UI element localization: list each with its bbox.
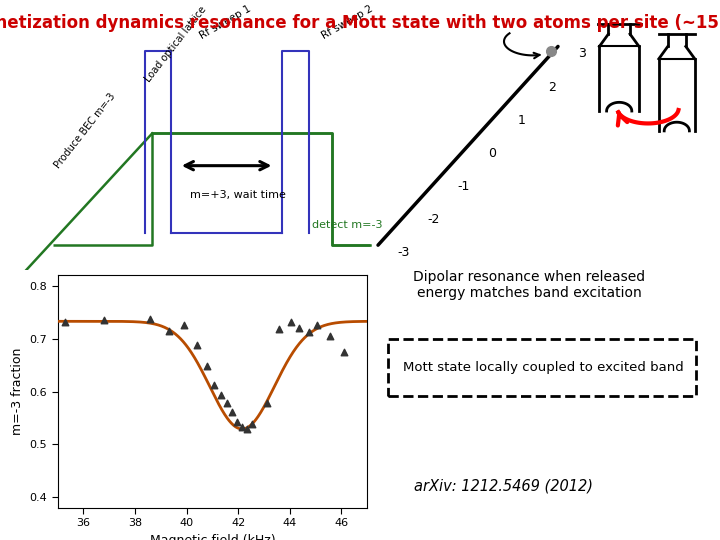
Point <box>231 417 243 426</box>
Point <box>179 321 190 329</box>
Point <box>208 381 220 389</box>
Text: Rf sweep 2: Rf sweep 2 <box>320 4 375 42</box>
Point <box>338 348 350 357</box>
Point <box>247 420 258 429</box>
Text: -1: -1 <box>458 180 470 193</box>
Text: Magnetization dynamics resonance for a Mott state with two atoms per site (~15 m: Magnetization dynamics resonance for a M… <box>0 14 720 31</box>
Text: Dipolar resonance when released
energy matches band excitation: Dipolar resonance when released energy m… <box>413 270 645 300</box>
Text: Mott state locally coupled to excited band: Mott state locally coupled to excited ba… <box>403 361 684 374</box>
Point <box>145 314 156 323</box>
Point <box>261 399 272 407</box>
Point <box>221 399 233 407</box>
Text: 0: 0 <box>488 147 496 160</box>
Point <box>236 422 248 431</box>
Point <box>216 391 228 400</box>
Text: arXiv: 1212.5469 (2012): arXiv: 1212.5469 (2012) <box>415 478 593 494</box>
Point <box>192 341 203 349</box>
Text: 3: 3 <box>577 48 585 60</box>
Text: 1: 1 <box>518 113 526 127</box>
Text: detect m=-3: detect m=-3 <box>312 220 383 230</box>
Text: 2: 2 <box>548 80 556 93</box>
Point <box>226 407 238 416</box>
Point <box>324 331 336 340</box>
Point <box>274 325 285 334</box>
Y-axis label: m=-3 fraction: m=-3 fraction <box>11 348 24 435</box>
Text: Produce BEC m=-3: Produce BEC m=-3 <box>53 92 118 171</box>
Point <box>303 328 315 337</box>
X-axis label: Magnetic field (kHz): Magnetic field (kHz) <box>150 534 275 540</box>
Point <box>60 318 71 327</box>
Point <box>202 362 213 370</box>
Point <box>163 327 174 336</box>
Text: m=+3, wait time: m=+3, wait time <box>190 191 287 200</box>
Point <box>98 315 109 324</box>
Text: -2: -2 <box>428 213 440 226</box>
Point <box>293 323 305 332</box>
Point <box>311 321 323 329</box>
Text: -3: -3 <box>397 246 410 259</box>
Point <box>241 425 253 434</box>
Text: Rf sweep 1: Rf sweep 1 <box>198 4 253 42</box>
Text: Load optical lattice: Load optical lattice <box>143 4 208 84</box>
Point <box>285 318 297 327</box>
